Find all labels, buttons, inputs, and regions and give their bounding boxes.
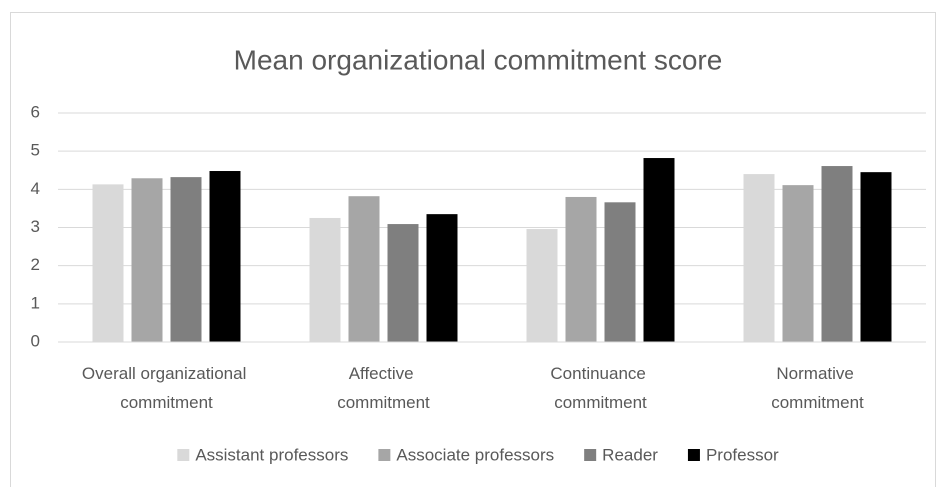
bar xyxy=(743,174,775,342)
legend-label: Associate professors xyxy=(396,445,554,464)
y-tick-label: 0 xyxy=(31,331,40,350)
chart-title: Mean organizational commitment score xyxy=(234,44,723,75)
legend-swatch xyxy=(177,449,190,461)
legend-label: Assistant professors xyxy=(195,445,348,464)
y-tick-label: 3 xyxy=(31,217,40,236)
bar xyxy=(387,224,419,342)
x-tick-label: Normative commitment xyxy=(771,364,864,412)
y-tick-label: 2 xyxy=(31,255,40,274)
bar xyxy=(860,172,892,342)
x-tick-label: Overall organizational commitment xyxy=(82,364,251,412)
bar xyxy=(821,166,853,342)
y-tick-label: 5 xyxy=(31,141,40,160)
bar xyxy=(782,185,814,342)
legend-swatch xyxy=(584,449,597,461)
legend-label: Professor xyxy=(706,445,779,464)
chart-frame xyxy=(10,12,936,487)
x-tick-label: Continuance commitment xyxy=(550,364,650,412)
bar xyxy=(92,184,124,342)
legend-swatch xyxy=(687,449,700,461)
bar xyxy=(209,171,241,342)
bar xyxy=(604,202,636,342)
y-tick-label: 4 xyxy=(31,179,40,198)
bar xyxy=(170,177,202,342)
bar xyxy=(131,178,163,342)
legend-swatch xyxy=(378,449,391,461)
bar xyxy=(309,217,341,342)
y-tick-label: 6 xyxy=(31,102,40,121)
bar xyxy=(526,229,558,342)
bar xyxy=(348,196,380,342)
legend-label: Reader xyxy=(602,445,658,464)
y-tick-label: 1 xyxy=(31,293,40,312)
x-tick-label: Affective commitment xyxy=(337,364,430,412)
bar xyxy=(643,158,675,342)
bar xyxy=(565,196,597,342)
bar xyxy=(426,214,458,342)
